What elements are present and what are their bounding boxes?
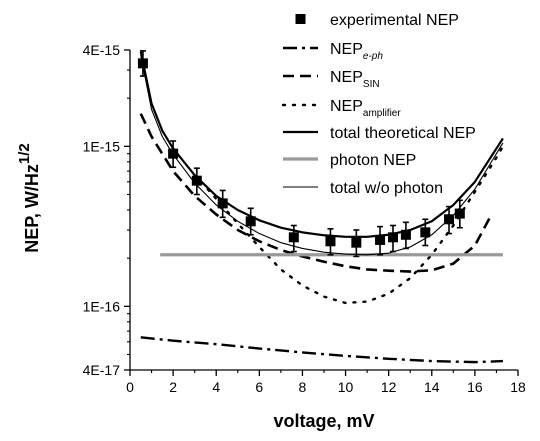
legend-label: photon NEP <box>330 152 416 169</box>
legend-label-main: total w/o photon <box>330 180 443 197</box>
y-tick-label: 1E-16 <box>83 298 121 314</box>
data-point <box>288 232 299 243</box>
plot-series <box>137 50 505 364</box>
data-point <box>454 208 465 219</box>
data-point <box>387 232 398 243</box>
data-point <box>168 148 179 159</box>
data-point <box>375 234 386 245</box>
legend-label: experimental NEP <box>330 12 459 29</box>
y-axis-title-main: NEP, W/Hz <box>22 164 42 253</box>
y-tick-label: 1E-15 <box>83 138 121 154</box>
data-point <box>325 236 336 247</box>
legend-label-main: photon NEP <box>330 152 416 169</box>
data-point <box>137 58 148 69</box>
x-tick-label: 10 <box>338 379 354 395</box>
legend-label-main: NEP <box>330 69 363 86</box>
x-tick-label: 4 <box>212 379 220 395</box>
y-tick-label: 4E-15 <box>83 42 121 58</box>
y-tick-label: 4E-17 <box>83 362 121 378</box>
legend-label: total theoretical NEP <box>330 125 476 142</box>
data-point <box>444 214 455 225</box>
legend-label-subscript: SIN <box>363 79 380 90</box>
x-tick-label: 14 <box>424 379 440 395</box>
legend-symbol-marker <box>295 14 306 24</box>
y-axis-title-group: NEP, W/Hz1/2 <box>16 143 42 253</box>
legend-label: NEPamplifier <box>330 98 401 119</box>
legend: experimental NEPNEPe-phNEPSINNEPamplifie… <box>281 12 476 197</box>
legend-label-subscript: amplifier <box>363 108 401 119</box>
x-tick-label: 8 <box>299 379 307 395</box>
x-tick-label: 16 <box>467 379 483 395</box>
x-tick-label: 6 <box>255 379 263 395</box>
legend-label: NEPe-ph <box>330 41 383 62</box>
series-line-2 <box>139 113 492 273</box>
data-point <box>400 229 411 240</box>
y-axis-title-sup: 1/2 <box>16 143 33 164</box>
x-axis-title: voltage, mV <box>273 411 374 431</box>
legend-label: NEPSIN <box>330 69 380 90</box>
legend-label-subscript: e-ph <box>363 51 383 62</box>
axes: 0 2 4 6 8 10 12 14 16 18 4E-17 1E-16 1E-15 4E-15 <box>83 42 526 395</box>
legend-label-main: NEP <box>330 98 363 115</box>
legend-label: total w/o photon <box>330 180 443 197</box>
data-point <box>351 237 362 248</box>
data-point <box>191 175 202 186</box>
series-line-1 <box>140 336 503 364</box>
legend-label-main: total theoretical NEP <box>330 125 476 142</box>
legend-label-main: NEP <box>330 41 363 58</box>
legend-label-main: experimental NEP <box>330 12 459 29</box>
x-tick-label: 0 <box>126 379 134 395</box>
x-tick-label: 12 <box>381 379 397 395</box>
data-point <box>217 198 228 209</box>
x-tick-label: 18 <box>510 379 526 395</box>
y-axis-title: NEP, W/Hz1/2 <box>16 143 42 253</box>
data-point <box>420 227 431 238</box>
x-tick-label: 2 <box>169 379 177 395</box>
data-point <box>245 216 256 227</box>
